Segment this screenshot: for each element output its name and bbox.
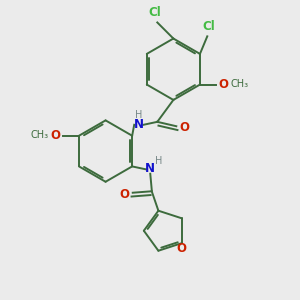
Text: O: O [180,122,190,134]
Text: Cl: Cl [202,20,215,33]
Text: H: H [155,156,162,166]
Text: O: O [176,242,186,255]
Text: O: O [218,78,228,91]
Text: N: N [145,162,155,175]
Text: H: H [135,110,142,120]
Text: N: N [134,118,144,131]
Text: CH₃: CH₃ [231,79,249,89]
Text: O: O [119,188,129,201]
Text: O: O [51,129,61,142]
Text: CH₃: CH₃ [30,130,48,140]
Text: Cl: Cl [148,6,161,19]
